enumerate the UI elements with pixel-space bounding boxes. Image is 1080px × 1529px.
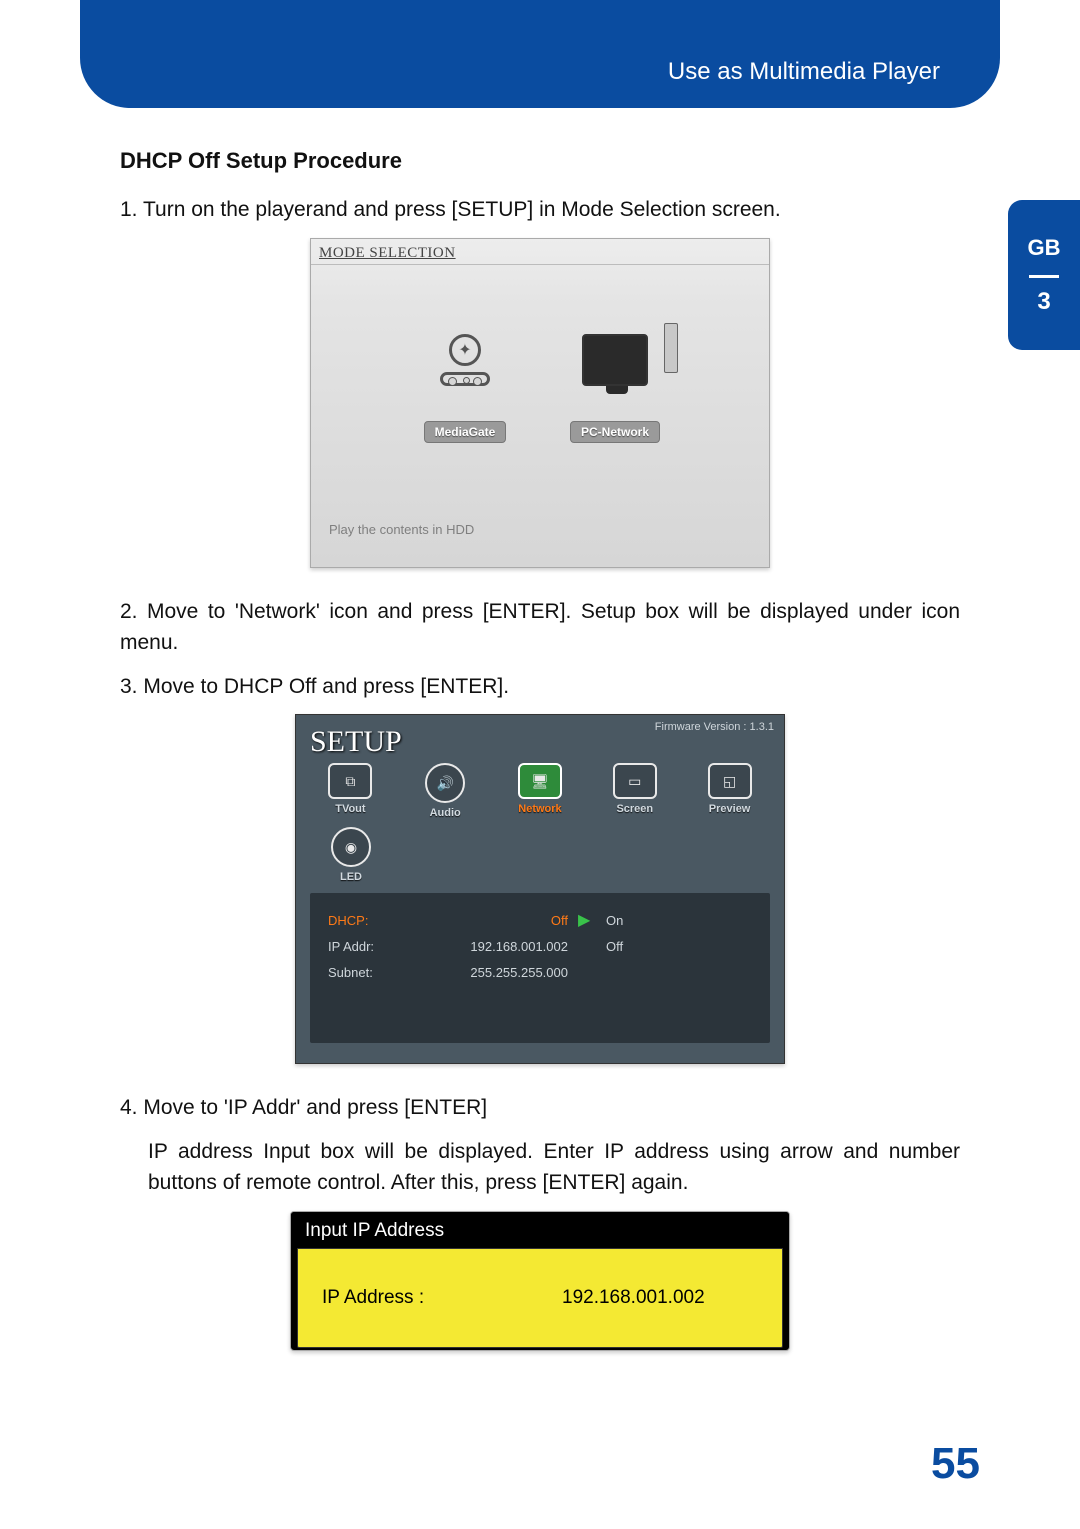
side-tab-region: GB [1028,235,1061,261]
led-icon: ◉ [331,827,371,867]
header-title: Use as Multimedia Player [668,58,940,86]
setup-cat-tvout[interactable]: ⧉ TVout [316,763,385,815]
side-tab-chapter: 3 [1037,288,1050,316]
cat-label: TVout [316,803,385,815]
panel-option[interactable]: Off [606,939,623,954]
section-title: DHCP Off Setup Procedure [120,148,960,174]
mode-selection-titlebar: MODE SELECTION [311,239,769,265]
panel-row-dhcp[interactable]: DHCP: Off ▶ On [328,907,752,933]
panel-key: DHCP: [328,913,418,928]
screen-icon: ▭ [613,763,657,799]
pc-network-icon [570,315,660,405]
step-1: 1. Turn on the playerand and press [SETU… [120,194,960,226]
setup-cat-led[interactable]: ◉ LED [316,827,386,883]
setup-cat-network[interactable]: 🖥 Network [506,763,575,815]
setup-cat-audio[interactable]: 🔊 Audio [411,763,480,819]
setup-cat-screen[interactable]: ▭ Screen [600,763,669,815]
panel-row-subnet[interactable]: Subnet: 255.255.255.000 [328,959,752,985]
side-tab-divider [1029,275,1059,278]
page-content: DHCP Off Setup Procedure 1. Turn on the … [0,108,1080,1351]
setup-cat-preview[interactable]: ◱ Preview [695,763,764,815]
step-3: 3. Move to DHCP Off and press [ENTER]. [120,671,960,703]
mode-selection-footer: Play the contents in HDD [329,522,474,537]
panel-row-ipaddr[interactable]: IP Addr: 192.168.001.002 Off [328,933,752,959]
screenshot-input-ip: Input IP Address IP Address : 192.168.00… [290,1211,790,1351]
step-4b: IP address Input box will be displayed. … [120,1136,960,1199]
setup-panel: DHCP: Off ▶ On IP Addr: 192.168.001.002 … [310,893,770,1043]
panel-val: 192.168.001.002 [418,939,578,954]
cat-label: Screen [600,803,669,815]
cat-label: Audio [411,807,480,819]
step-2: 2. Move to 'Network' icon and press [ENT… [120,596,960,659]
cat-label: Network [506,803,575,815]
side-language-tab: GB 3 [1008,200,1080,350]
header-band: Use as Multimedia Player [80,0,1000,108]
screenshot-setup: Firmware Version : 1.3.1 SETUP ⧉ TVout 🔊… [295,714,785,1064]
panel-val: Off [418,913,578,928]
mode-label: PC-Network [570,421,660,443]
panel-key: Subnet: [328,965,418,980]
ip-address-value[interactable]: 192.168.001.002 [562,1287,705,1309]
input-ip-body: IP Address : 192.168.001.002 [297,1248,783,1348]
cat-label: LED [316,871,386,883]
page-number: 55 [931,1439,980,1489]
input-ip-title: Input IP Address [291,1212,789,1248]
mode-item-pcnetwork[interactable]: PC-Network [570,315,660,443]
preview-icon: ◱ [708,763,752,799]
ip-address-label: IP Address : [322,1287,522,1309]
firmware-version: Firmware Version : 1.3.1 [655,721,774,733]
audio-icon: 🔊 [425,763,465,803]
panel-val: 255.255.255.000 [418,965,578,980]
step-4a: 4. Move to 'IP Addr' and press [ENTER] [120,1092,960,1124]
network-icon: 🖥 [518,763,562,799]
panel-key: IP Addr: [328,939,418,954]
mode-item-mediagate[interactable]: ✦ MediaGate [420,315,510,443]
cat-label: Preview [695,803,764,815]
arrow-icon: ▶ [578,910,606,930]
mode-label: MediaGate [424,421,507,443]
mediagate-icon: ✦ [420,315,510,405]
screenshot-mode-selection: MODE SELECTION ✦ MediaGate PC-Network Pl… [310,238,770,568]
panel-option[interactable]: On [606,913,623,928]
tvout-icon: ⧉ [328,763,372,799]
